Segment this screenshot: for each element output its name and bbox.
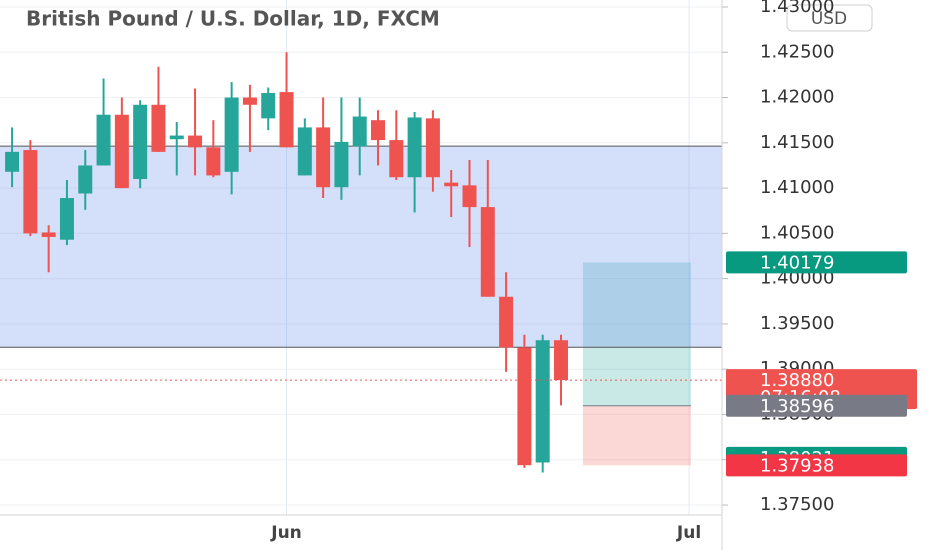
y-tick-label: 1.41000 [760, 177, 834, 198]
candle-body [462, 185, 477, 208]
y-tick-label: 1.39500 [760, 313, 834, 334]
candle-body [261, 93, 276, 119]
candle-body [334, 141, 349, 188]
candle-body [444, 182, 459, 187]
currency-button[interactable] [786, 4, 873, 32]
target-tag-bg [726, 251, 907, 274]
y-tick-label: 1.43000 [760, 0, 834, 17]
y-tick-label: 1.42500 [760, 41, 834, 62]
stop-tag-bg [726, 454, 907, 477]
candle-body [206, 147, 221, 176]
candle-body [151, 104, 166, 152]
range-zone [0, 146, 722, 348]
currency-label[interactable]: USD [811, 9, 847, 29]
profit-zone [582, 262, 691, 406]
candle-body [133, 104, 148, 180]
candle-body [114, 114, 129, 189]
candle-body [389, 140, 404, 178]
candle-body [169, 135, 184, 140]
candle-body [297, 127, 312, 176]
candle-body [371, 120, 386, 141]
candle-body [224, 97, 239, 172]
candle-body [553, 340, 568, 381]
entry-tag-bg [726, 394, 907, 417]
target-tag: 1.40179 [760, 252, 834, 273]
stop-tag: 1.37938 [760, 455, 834, 476]
candle-body [407, 117, 422, 178]
candle-body [41, 232, 56, 237]
y-tick-label: 1.41500 [760, 132, 834, 153]
candle-body [279, 92, 294, 148]
plot-area [0, 0, 722, 515]
candle-body [5, 151, 20, 172]
candle-body [188, 135, 203, 148]
entry-tag: 1.38596 [760, 396, 834, 417]
candle-body [316, 127, 331, 188]
candle-body [499, 296, 514, 348]
candle-body [480, 207, 495, 297]
chart-title: British Pound / U.S. Dollar, 1D, FXCM [26, 7, 440, 31]
last-price-tag: 1.38880 [760, 370, 834, 391]
candle-body [425, 118, 440, 178]
candle-body [535, 340, 550, 463]
loss-zone [582, 405, 691, 466]
candle-body [78, 165, 93, 194]
y-tick-label: 1.37500 [760, 494, 834, 515]
x-tick-label: Jul [676, 523, 701, 543]
candle-body [352, 116, 367, 147]
candle-body [59, 198, 74, 240]
candle-body [23, 150, 38, 234]
y-tick-label: 1.42000 [760, 87, 834, 108]
candle-body [242, 97, 257, 105]
candle-body [96, 114, 111, 166]
candle-body [517, 347, 532, 466]
x-tick-label: Jun [270, 523, 302, 543]
y-tick-label: 1.40500 [760, 222, 834, 243]
